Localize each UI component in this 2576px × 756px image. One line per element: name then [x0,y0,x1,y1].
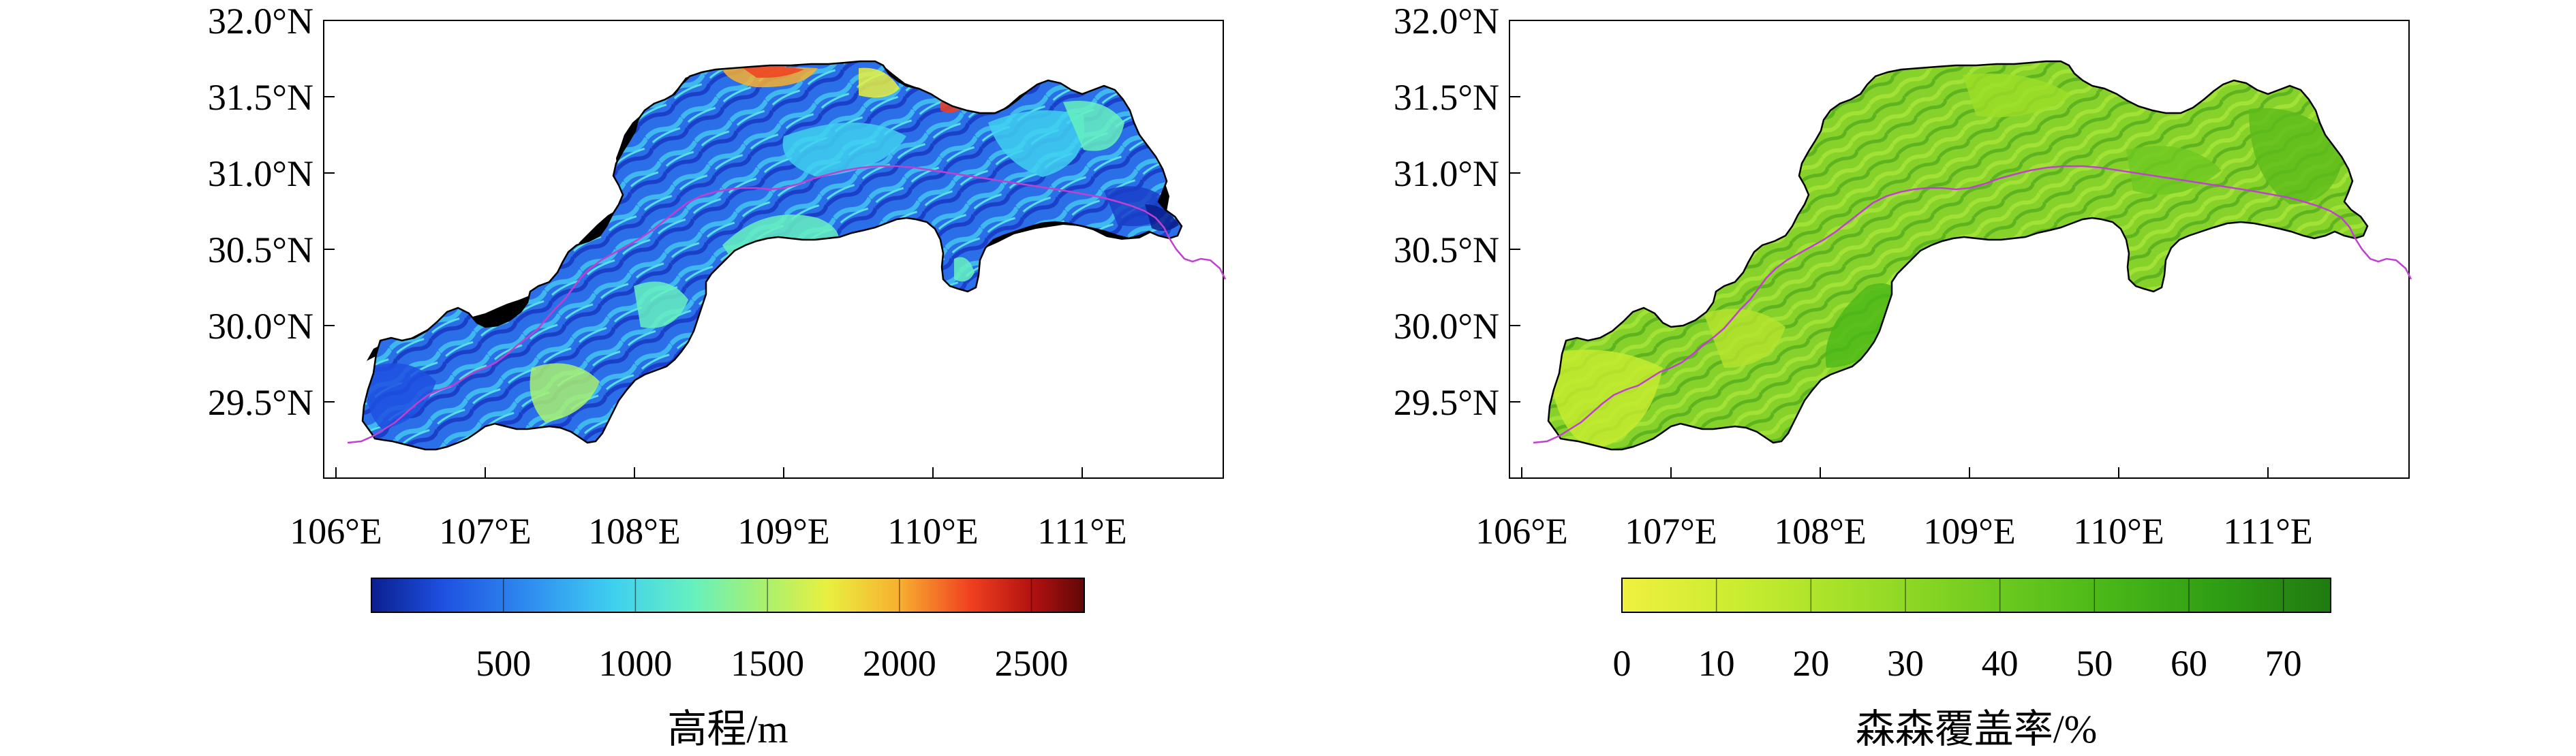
lon-tick-label: 108°E [1774,511,1867,552]
lat-tick-label: 32.0°N [1394,1,1499,42]
river-line [1533,165,2412,444]
forest-map-panel [1509,20,2412,479]
lon-tick-label: 109°E [737,511,830,552]
colorbar-tick-label: 2500 [995,643,1069,684]
colorbar-tick-label: 1500 [731,643,804,684]
colorbar [371,578,1085,613]
region-outline [1547,60,2369,451]
lon-tick-label: 107°E [439,511,532,552]
lon-tick-label: 109°E [1923,511,2016,552]
colorbar-tick-label: 70 [2265,643,2302,684]
colorbar [1621,578,2331,613]
forest-raster [1548,61,2367,450]
lon-tick-label: 111°E [1037,511,1127,552]
colorbar-label: 高程/m [667,707,788,751]
lat-tick-label: 31.0°N [1394,153,1499,194]
lon-tick-label: 107°E [1625,511,1717,552]
region-outline [361,60,1183,451]
elevation-map-panel [323,20,1227,479]
colorbar-tick-label: 1000 [598,643,672,684]
lat-tick-label: 31.0°N [208,153,313,194]
lat-tick-label: 29.5°N [208,382,313,423]
lat-tick-label: 31.5°N [1394,77,1499,118]
lat-tick-label: 30.0°N [208,306,313,347]
colorbar-tick-label: 2000 [863,643,936,684]
lat-tick-label: 30.5°N [1394,230,1499,270]
colorbar-tick-label: 20 [1792,643,1829,684]
lat-tick-label: 30.5°N [208,230,313,270]
colorbar-tick-label: 10 [1698,643,1735,684]
lat-tick-label: 29.5°N [1394,382,1499,423]
lon-tick-label: 106°E [290,511,382,552]
lon-tick-label: 110°E [2073,511,2164,552]
elevation-raster [363,61,1182,450]
colorbar-tick-label: 40 [1982,643,2019,684]
colorbar-tick-label: 500 [476,643,531,684]
lat-tick-label: 30.0°N [1394,306,1499,347]
lat-tick-label: 31.5°N [208,77,313,118]
river-line [347,165,1227,444]
lon-tick-label: 106°E [1475,511,1568,552]
colorbar-tick-label: 50 [2076,643,2113,684]
lon-tick-label: 110°E [887,511,979,552]
lon-tick-label: 108°E [588,511,681,552]
colorbar-tick-label: 60 [2171,643,2207,684]
lon-tick-label: 111°E [2223,511,2313,552]
colorbar-label: 森森覆盖率/% [1856,707,2097,751]
colorbar-tick-label: 0 [1613,643,1631,684]
lat-tick-label: 32.0°N [208,1,313,42]
colorbar-tick-label: 30 [1887,643,1924,684]
